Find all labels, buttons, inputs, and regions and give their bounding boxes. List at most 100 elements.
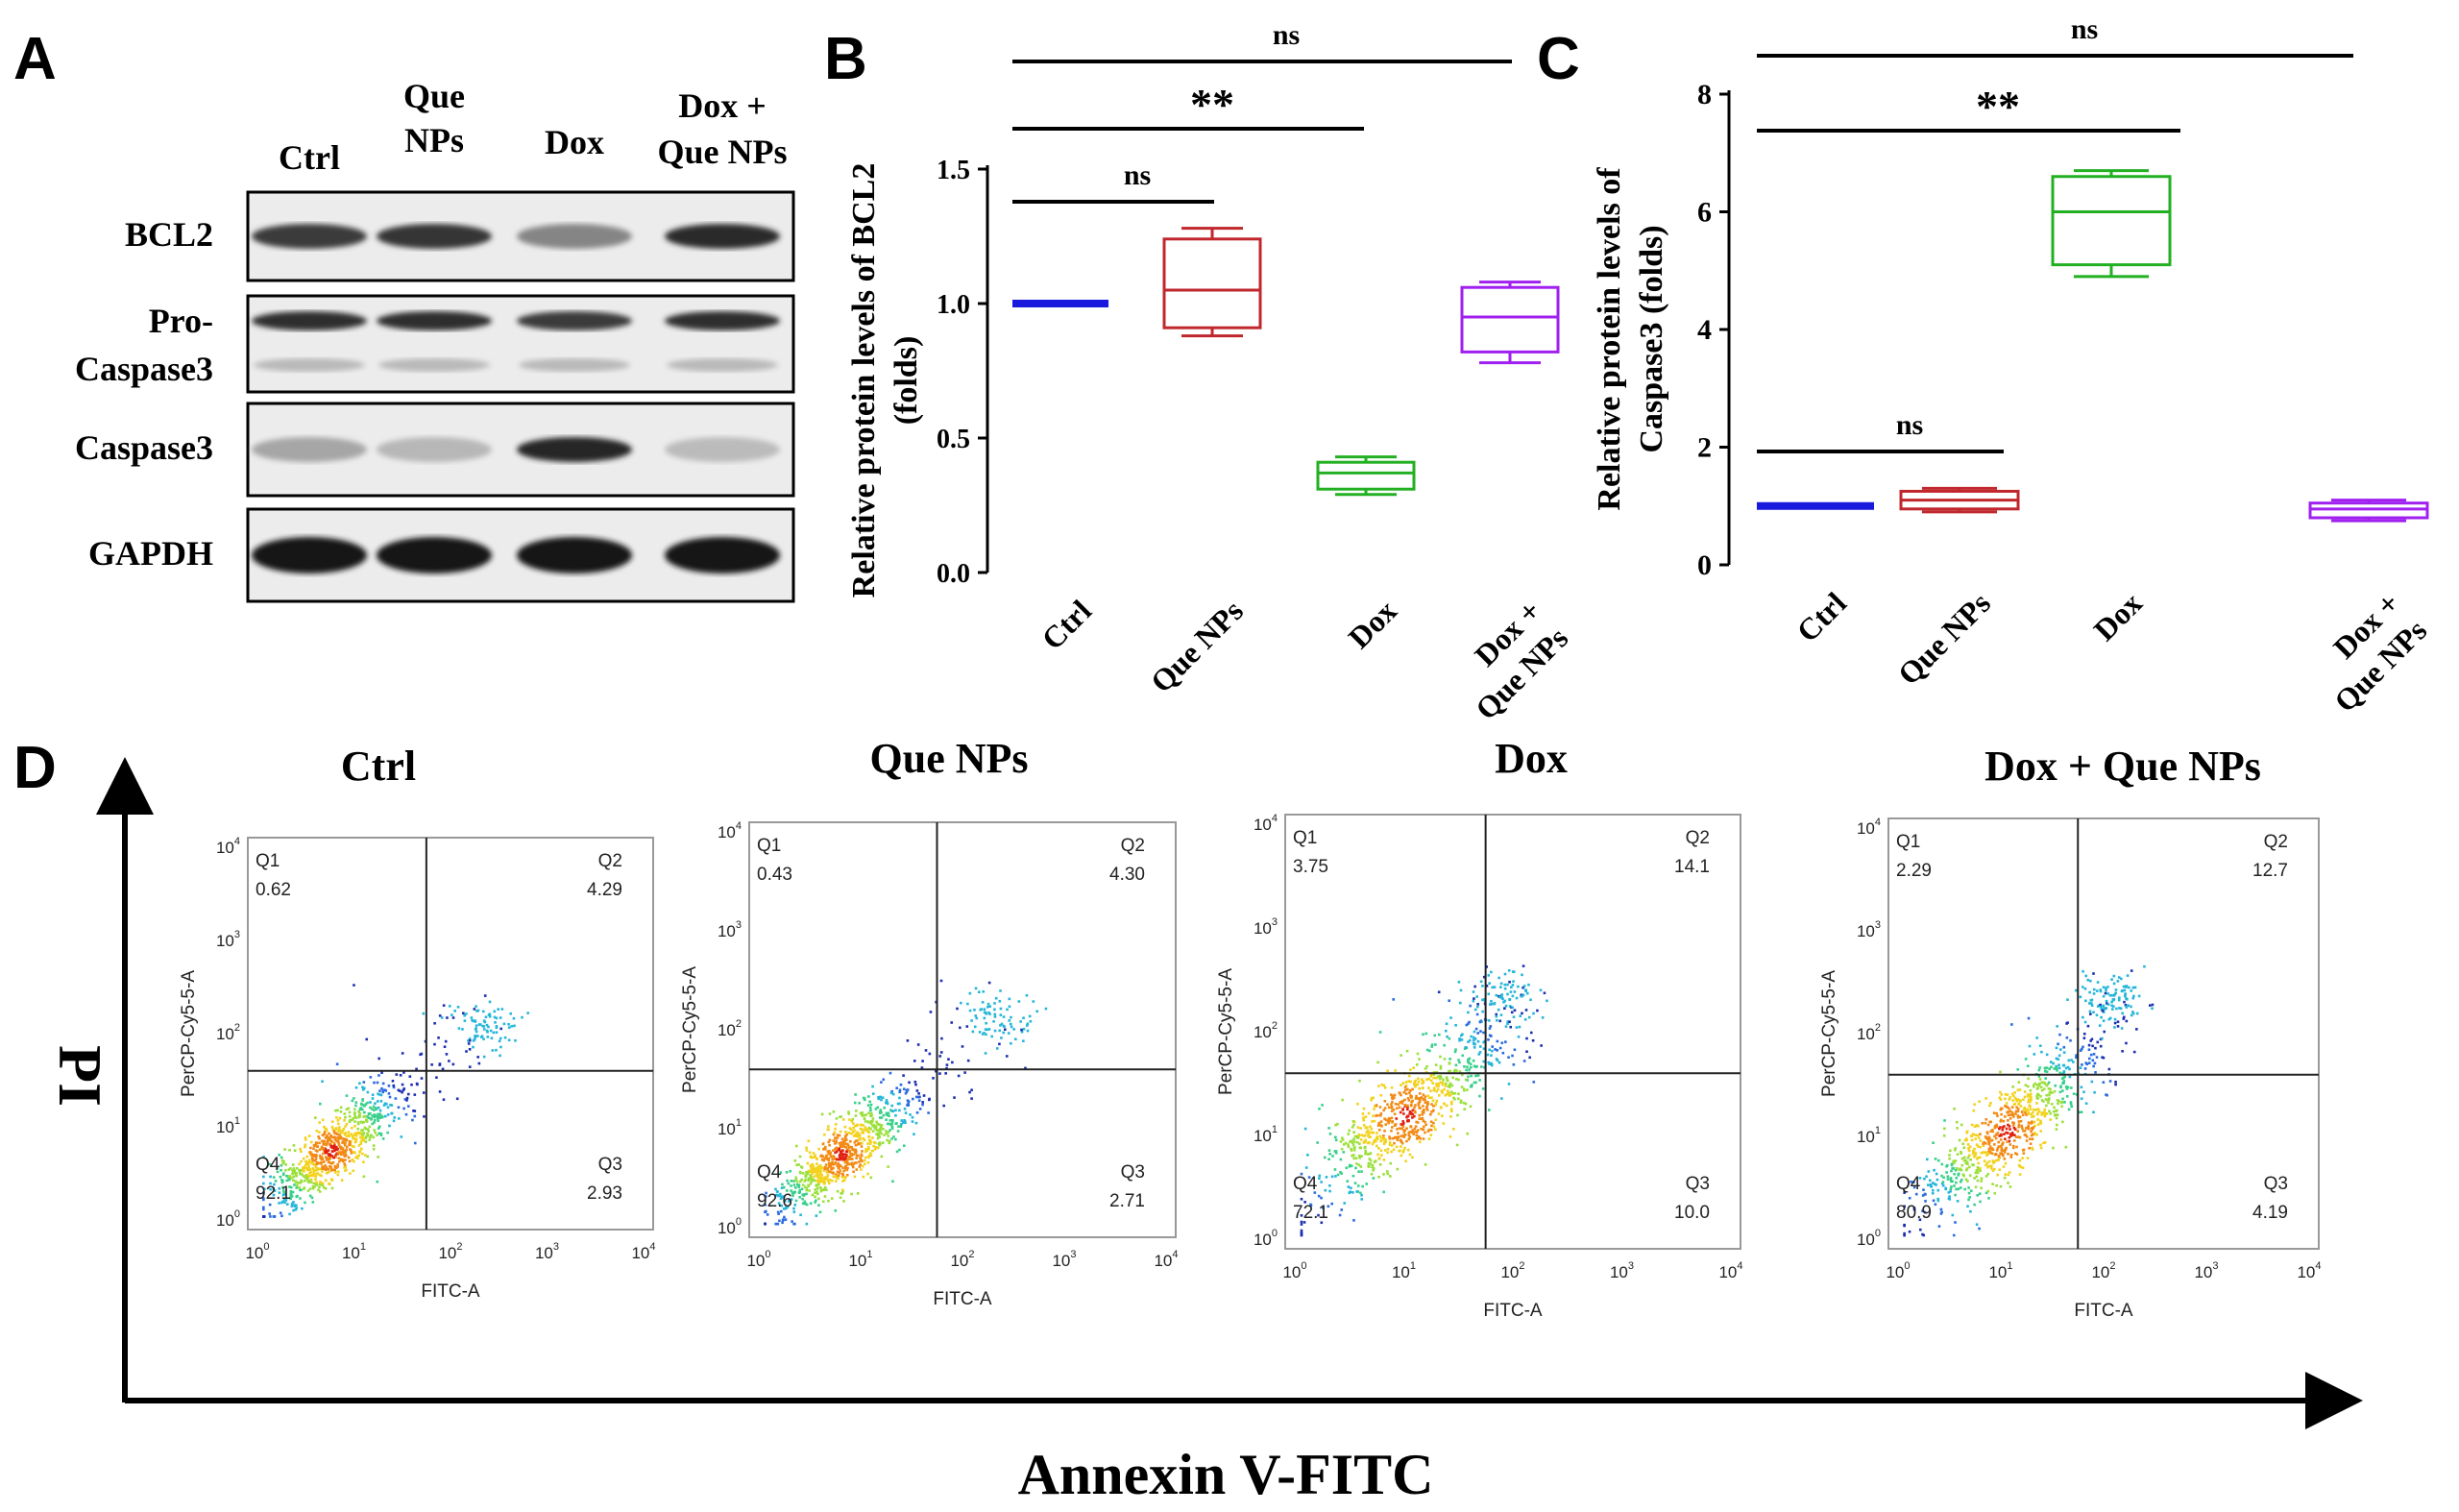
event-dot — [360, 1147, 363, 1151]
event-dot — [877, 1134, 881, 1136]
event-dot — [827, 1125, 830, 1128]
event-dot — [289, 1197, 292, 1201]
event-dot — [1369, 1158, 1373, 1162]
event-dot — [891, 1092, 895, 1096]
event-dot — [845, 1174, 849, 1177]
event-dot — [1529, 1031, 1533, 1035]
event-dot — [339, 1158, 343, 1161]
event-dot — [841, 1143, 844, 1147]
box-3 — [1460, 280, 1560, 365]
event-dot — [867, 1138, 871, 1142]
event-dot — [2006, 1110, 2009, 1114]
event-dot — [1987, 1139, 1990, 1143]
event-dot — [1413, 1083, 1416, 1085]
event-dot — [280, 1214, 283, 1218]
event-dot — [814, 1154, 816, 1158]
event-dot — [1488, 1019, 1491, 1022]
event-dot — [838, 1155, 841, 1158]
event-dot — [1450, 1084, 1454, 1087]
x-tick-label: 103 — [535, 1241, 559, 1262]
event-dot — [359, 1120, 363, 1124]
event-dot — [361, 1129, 365, 1132]
event-dot — [282, 1198, 286, 1201]
event-dot — [792, 1191, 795, 1195]
event-dot — [867, 1147, 870, 1151]
event-dot — [944, 1072, 947, 1075]
event-dot — [353, 1124, 356, 1128]
event-dot — [2010, 1111, 2014, 1114]
event-dot — [860, 1142, 863, 1145]
event-dot — [2027, 1126, 2030, 1130]
event-dot — [1438, 1077, 1442, 1081]
event-dot — [1976, 1194, 1980, 1197]
event-dot — [280, 1156, 283, 1159]
event-dot — [381, 1082, 385, 1085]
event-dot — [909, 1113, 912, 1116]
event-dot — [2131, 996, 2135, 1000]
event-dot — [1462, 1101, 1466, 1105]
event-dot — [1469, 1004, 1472, 1008]
event-dot — [2039, 1143, 2042, 1147]
event-dot — [268, 1212, 271, 1215]
event-dot — [1468, 1038, 1472, 1042]
event-dot — [818, 1185, 822, 1189]
x-tick-label: 100 — [746, 1249, 770, 1270]
event-dot — [1430, 1096, 1433, 1100]
event-dot — [2029, 1142, 2033, 1145]
event-dot — [993, 1008, 996, 1012]
event-dot — [1394, 1135, 1397, 1139]
event-dot — [1508, 1020, 1511, 1024]
flow-plot-frame — [1284, 814, 1741, 1250]
event-dot — [785, 1171, 789, 1174]
event-dot — [422, 1091, 426, 1094]
event-dot — [1949, 1187, 1953, 1191]
event-dot — [2005, 1146, 2008, 1150]
event-dot — [871, 1117, 875, 1120]
event-dot — [408, 1075, 412, 1078]
event-dot — [1416, 1052, 1420, 1056]
event-dot — [282, 1191, 285, 1194]
event-dot — [488, 1014, 492, 1018]
event-dot — [2056, 1113, 2059, 1116]
event-dot — [1431, 1099, 1435, 1103]
event-dot — [1387, 1106, 1391, 1110]
event-dot — [2105, 987, 2107, 989]
event-dot — [2062, 1063, 2066, 1067]
event-dot — [2084, 974, 2088, 978]
event-dot — [776, 1194, 780, 1198]
event-dot — [1407, 1099, 1411, 1102]
event-dot — [2123, 988, 2127, 992]
event-dot — [2022, 1152, 2026, 1155]
event-dot — [326, 1134, 329, 1137]
event-dot — [262, 1175, 265, 1179]
event-dot — [1336, 1122, 1339, 1126]
event-dot — [318, 1185, 321, 1189]
event-dot — [493, 1015, 497, 1019]
event-dot — [1951, 1167, 1954, 1170]
event-dot — [326, 1171, 329, 1175]
event-dot — [917, 1092, 920, 1095]
event-dot — [2023, 1090, 2027, 1093]
event-dot — [2008, 1135, 2011, 1139]
event-dot — [279, 1211, 282, 1215]
event-dot — [325, 1165, 329, 1169]
blot-band — [252, 311, 367, 330]
event-dot — [289, 1185, 293, 1189]
event-dot — [1372, 1140, 1376, 1144]
event-dot — [304, 1166, 307, 1170]
event-dot — [2008, 1098, 2011, 1101]
event-dot — [830, 1155, 833, 1158]
event-dot — [2122, 985, 2126, 988]
event-dot — [828, 1138, 832, 1142]
event-dot — [2022, 1130, 2025, 1133]
event-dot — [279, 1175, 282, 1179]
event-dot — [341, 1151, 345, 1155]
event-dot — [1421, 1110, 1424, 1113]
event-dot — [385, 1103, 388, 1106]
event-dot — [810, 1166, 813, 1169]
event-dot — [1922, 1233, 1926, 1237]
lane-label-que-nps-line2: NPs — [404, 121, 464, 159]
event-dot — [883, 1106, 886, 1110]
event-dot — [1468, 1020, 1471, 1024]
event-dot — [268, 1203, 272, 1207]
